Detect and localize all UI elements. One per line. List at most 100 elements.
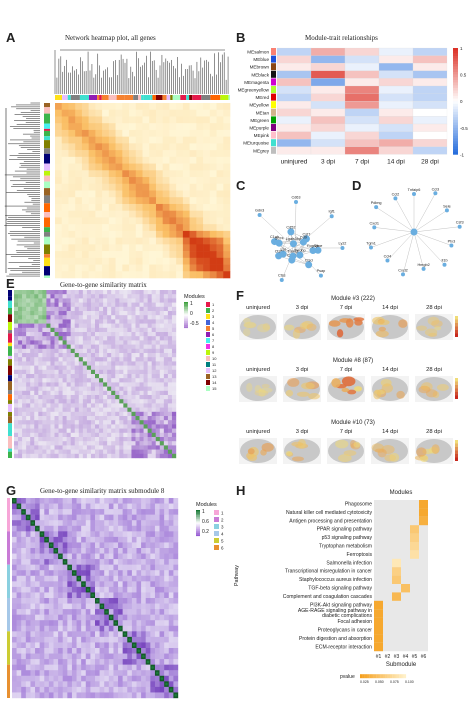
matrix-cell — [62, 592, 68, 599]
matrix-cell — [123, 311, 128, 316]
matrix-cell — [81, 642, 86, 649]
matrix-cell — [26, 357, 31, 362]
matrix-cell — [53, 670, 59, 676]
matrix-cell — [48, 548, 54, 554]
matrix-cell — [95, 319, 100, 324]
matrix-cell — [62, 365, 67, 370]
matrix-cell — [145, 531, 151, 538]
matrix-cell — [48, 553, 54, 560]
matrix-cell — [62, 302, 67, 307]
matrix-cell — [131, 581, 137, 588]
matrix-cell — [82, 441, 88, 446]
matrix-cell — [39, 542, 45, 549]
matrix-cell — [30, 365, 35, 370]
module-color-strip-top — [155, 95, 163, 100]
matrix-cell — [22, 390, 27, 396]
matrix-cell — [58, 598, 63, 604]
matrix-cell — [141, 625, 146, 632]
network-edge — [370, 231, 415, 248]
module-swatch — [206, 308, 210, 313]
matrix-cell — [95, 315, 100, 320]
matrix-cell — [168, 675, 174, 682]
matrix-cell — [145, 592, 151, 599]
matrix-cell — [78, 327, 84, 333]
diagonal-marker — [13, 499, 16, 503]
module-number: 7 — [212, 338, 215, 343]
matrix-cell — [103, 365, 108, 370]
module-color-strip-top — [88, 95, 98, 100]
matrix-cell — [25, 692, 31, 699]
expression-spot — [354, 386, 363, 392]
network-edge — [387, 231, 415, 261]
matrix-cell — [173, 525, 179, 532]
heatmap-cell — [176, 237, 184, 245]
matrix-cell — [42, 428, 47, 433]
matrix-cell — [147, 420, 152, 425]
matrix-cell — [168, 520, 174, 526]
matrix-cell — [71, 686, 77, 693]
matrix-cell — [66, 445, 71, 450]
matrix-cell — [44, 548, 50, 554]
matrix-cell — [127, 509, 133, 515]
heatmap-cell — [108, 264, 116, 272]
matrix-cell — [34, 315, 39, 320]
matrix-cell — [141, 575, 146, 582]
matrix-cell — [104, 542, 110, 549]
matrix-cell — [25, 570, 31, 576]
matrix-cell — [139, 294, 144, 299]
pathway-label: Tryptophan metabolism — [319, 544, 372, 550]
matrix-cell — [163, 290, 169, 295]
heatmap-cell — [55, 129, 63, 137]
matrix-cell — [173, 614, 179, 621]
matrix-cell — [62, 553, 68, 560]
matrix-cell — [118, 603, 123, 610]
matrix-cell — [58, 609, 63, 615]
matrix-cell — [62, 449, 67, 454]
heatmap-cell — [55, 237, 63, 245]
matrix-cell — [108, 670, 114, 676]
matrix-cell — [50, 411, 55, 417]
matrix-cell — [118, 664, 123, 671]
matrix-cell — [76, 664, 82, 671]
matrix-cell — [143, 382, 148, 387]
expression-spot — [353, 441, 361, 448]
legend-gradient — [196, 511, 200, 513]
matrix-cell — [147, 306, 152, 312]
module-swatch — [206, 380, 210, 385]
matrix-cell — [53, 620, 59, 626]
matrix-cell — [22, 449, 27, 454]
gene-node — [296, 251, 304, 259]
matrix-cell — [54, 357, 59, 362]
expression-spot — [373, 389, 381, 400]
gene-label: Ccl3 — [432, 187, 440, 191]
matrix-cell — [143, 336, 148, 341]
matrix-cell — [127, 374, 132, 379]
matrix-cell — [16, 659, 22, 665]
matrix-cell — [122, 681, 128, 688]
matrix-cell — [35, 609, 40, 615]
matrix-cell — [136, 592, 142, 599]
matrix-cell — [122, 675, 128, 682]
matrix-cell — [71, 581, 77, 588]
matrix-cell — [171, 340, 177, 345]
module-number: 3 — [212, 314, 215, 319]
heatmap-cell — [209, 271, 217, 279]
matrix-cell — [155, 365, 160, 370]
matrix-cell — [90, 361, 96, 366]
matrix-cell — [25, 636, 31, 643]
matrix-cell — [39, 653, 45, 660]
matrix-cell — [22, 453, 27, 459]
matrix-cell — [150, 586, 156, 593]
heatmap-cell — [129, 123, 137, 131]
heatmap-cell — [196, 203, 204, 211]
matrix-cell — [99, 311, 104, 316]
matrix-cell — [119, 353, 124, 358]
matrix-cell — [139, 302, 144, 307]
gene-node — [314, 246, 322, 254]
matrix-cell — [66, 294, 71, 299]
matrix-cell — [50, 353, 55, 358]
matrix-cell — [86, 378, 92, 383]
matrix-cell — [12, 681, 17, 688]
matrix-cell — [54, 361, 59, 366]
heatmap-cell — [55, 210, 63, 218]
